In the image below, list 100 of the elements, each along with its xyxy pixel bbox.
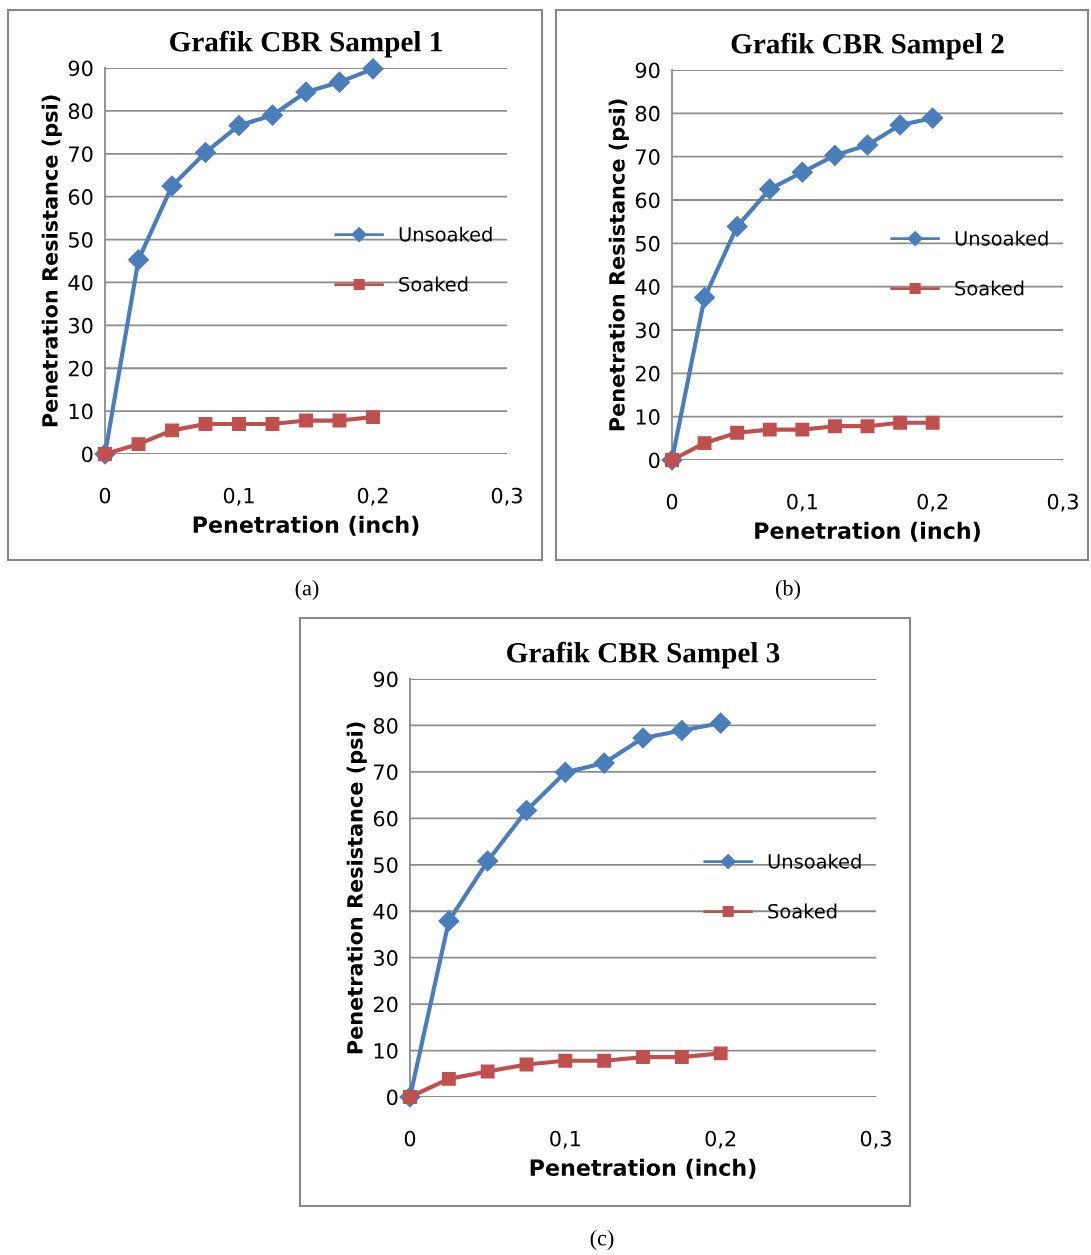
x-tick-label: 0,2 [357, 487, 388, 506]
point [710, 712, 732, 734]
point [198, 417, 213, 431]
y-tick-label: 90 [68, 60, 93, 77]
chart-title: Grafik CBR Sampel 1 [170, 30, 442, 58]
chart-title: Grafik CBR Sampel 3 [507, 641, 780, 669]
point [632, 727, 654, 749]
y-tick-label: 40 [635, 279, 660, 295]
legend-label: Soaked [399, 276, 468, 292]
point [694, 286, 716, 309]
point [762, 422, 777, 437]
y-tick-label: 70 [69, 146, 93, 162]
point [366, 410, 380, 425]
y-tick-label: 20 [635, 365, 660, 382]
point [127, 249, 150, 271]
point [697, 436, 712, 451]
x-tick-label: 0,1 [550, 1130, 580, 1149]
y-axis-title: Penetration Resistance (psi) [346, 722, 367, 1054]
point [791, 161, 813, 183]
point [438, 910, 460, 932]
point [261, 104, 284, 126]
x-tick-label: 0,2 [917, 493, 948, 512]
y-axis-title: Penetration Resistance (psi) [608, 99, 629, 431]
x-tick-label: 0 [99, 487, 111, 504]
x-axis-title: Penetration (inch) [755, 521, 980, 542]
point [856, 134, 879, 156]
y-tick-label: 40 [373, 903, 398, 920]
x-tick-label: 0,3 [860, 1130, 891, 1149]
y-tick-label: 60 [635, 192, 660, 209]
legend-label: Soaked [955, 280, 1024, 296]
point [925, 415, 940, 430]
point [593, 752, 615, 774]
point [265, 417, 280, 431]
point [131, 437, 146, 452]
x-tick-label: 0,1 [787, 493, 817, 512]
x-tick-label: 0,3 [1047, 493, 1078, 512]
y-tick-label: 10 [69, 403, 93, 420]
point [165, 423, 179, 438]
y-tick-label: 90 [635, 62, 660, 79]
point [299, 413, 313, 428]
y-tick-label: 30 [373, 950, 398, 966]
point [674, 1050, 689, 1065]
x-tick-label: 0,3 [491, 487, 522, 506]
y-tick-label: 70 [636, 149, 660, 165]
y-tick-label: 10 [636, 409, 660, 425]
y-tick-label: 40 [68, 274, 93, 291]
x-tick-label: 0 [666, 493, 678, 510]
point [726, 215, 748, 237]
x-tick-label: 0 [404, 1130, 416, 1147]
point [827, 419, 842, 434]
point [795, 422, 810, 437]
x-tick-label: 0,1 [223, 487, 254, 506]
x-axis-title: Penetration (inch) [530, 1158, 756, 1179]
point [558, 1053, 573, 1068]
y-tick-label: 50 [635, 235, 660, 252]
y-tick-label: 10 [374, 1043, 398, 1059]
text: (c) [590, 1229, 614, 1251]
y-tick-label: 30 [635, 322, 660, 339]
point [713, 1046, 728, 1061]
y-tick-label: 90 [373, 671, 398, 688]
y-tick-label: 80 [68, 103, 93, 120]
point [759, 178, 781, 200]
point [362, 58, 384, 80]
point [889, 114, 911, 136]
legend-label: Unsoaked [399, 226, 492, 242]
point [824, 144, 846, 166]
point [328, 71, 351, 93]
y-axis-title: Penetration Resistance (psi) [41, 95, 62, 427]
point [477, 850, 499, 872]
point [194, 141, 217, 164]
y-tick-label: 80 [635, 105, 660, 122]
y-tick-label: 0 [82, 446, 93, 463]
x-axis-title: Penetration (inch) [193, 515, 419, 536]
chart-title: Grafik CBR Sampel 2 [731, 32, 1004, 60]
y-tick-label: 30 [68, 317, 93, 334]
point [161, 175, 183, 197]
y-tick-label: 20 [373, 996, 398, 1013]
y-tick-label: 20 [68, 360, 93, 377]
text: (a) [295, 579, 319, 601]
point [228, 114, 250, 136]
point [922, 107, 944, 129]
point [480, 1064, 495, 1079]
point [554, 761, 576, 783]
y-tick-label: 0 [649, 452, 660, 469]
y-tick-label: 50 [373, 857, 398, 873]
legend-label: Unsoaked [768, 853, 861, 869]
y-tick-label: 0 [387, 1089, 398, 1106]
text: (b) [776, 579, 800, 601]
point [515, 799, 538, 821]
y-tick-label: 60 [68, 189, 93, 205]
point [730, 425, 745, 440]
legend-label: Soaked [768, 903, 837, 919]
point [893, 415, 908, 430]
point [441, 1071, 456, 1086]
point [671, 720, 693, 742]
y-tick-label: 70 [374, 764, 398, 781]
y-tick-label: 60 [373, 810, 398, 827]
legend-label: Unsoaked [955, 230, 1048, 246]
point [636, 1050, 650, 1065]
point [232, 417, 246, 431]
